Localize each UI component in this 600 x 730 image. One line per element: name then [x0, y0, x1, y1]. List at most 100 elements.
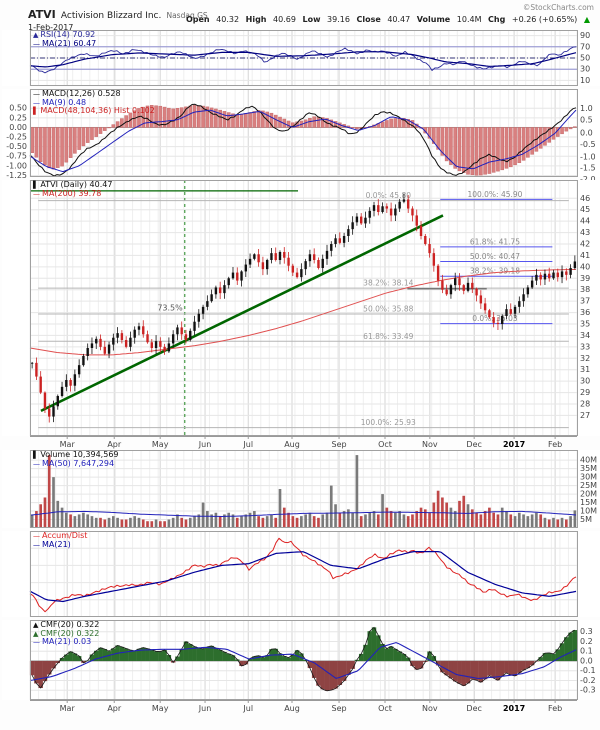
y-axis-label: 30 — [580, 65, 590, 74]
y-axis-label: 42 — [580, 240, 590, 249]
fib-label: 50.0%: 35.88 — [363, 304, 413, 313]
y-axis-label: 39 — [580, 274, 590, 283]
x-axis-months: Mar Apr May Jun Jul Aug Sep Oct Nov Dec 2017 Feb — [2, 436, 600, 450]
stockcharts-credit-link[interactable]: ©StockCharts.com — [522, 3, 594, 12]
x-axis-month-label: Nov — [422, 704, 438, 713]
x-axis-month-label: Dec — [466, 440, 481, 449]
y-axis-label: 0.25 — [9, 113, 27, 122]
x-axis-month-label: May — [152, 704, 169, 713]
x-axis-strip: Mar Apr May Jun Jul Aug Sep Oct Nov Dec 2017 Feb — [30, 436, 577, 449]
y-axis-label: -0.2 — [580, 676, 596, 685]
y-axis-label: -0.3 — [580, 686, 596, 695]
y-axis-label: 32 — [580, 354, 590, 363]
x-axis-month-label: Aug — [284, 440, 300, 449]
y-axis-label: 0.0 — [580, 129, 593, 138]
x-axis-month-label: Apr — [107, 440, 122, 449]
y-axis-label: 70 — [580, 42, 590, 51]
x-axis-month-label: Aug — [284, 704, 300, 713]
fib-label: 0.0%: 45.80 — [366, 191, 412, 200]
y-axis-label: 33 — [580, 342, 590, 351]
x-axis-month-label: Apr — [107, 704, 122, 713]
y-axis-label: 0.1 — [580, 647, 593, 656]
y-axis-label: 0.0 — [580, 656, 593, 665]
y-axis-label: 27 — [580, 411, 590, 420]
volume-value: 10.4M — [456, 15, 482, 24]
y-axis-label: -0.5 — [580, 140, 596, 149]
x-axis-month-label: Mar — [60, 440, 76, 449]
y-axis-label: 0.00 — [9, 123, 27, 132]
y-axis-label: 38 — [580, 285, 590, 294]
y-axis-label: 30 — [580, 377, 590, 386]
low-value: 39.16 — [327, 15, 350, 24]
y-axis-label: 25M — [580, 481, 597, 490]
x-axis-month-label: Nov — [422, 440, 438, 449]
x-axis-strip: Mar Apr May Jun Jul Aug Sep Oct Nov Dec 2017 Feb — [30, 700, 577, 713]
y-axis-label: 43 — [580, 228, 590, 237]
x-axis-month-label: Sep — [332, 704, 347, 713]
price-plot: 0.0%: 45.80 38.2%: 38.14 50.0%: 35.88 61.8%… — [2, 180, 600, 436]
y-axis-label: 0.2 — [580, 637, 593, 646]
chart-header: ATVI Activision Blizzard Inc. Nasdaq GS … — [2, 2, 600, 32]
y-axis-label: -0.50 — [6, 142, 27, 151]
y-axis-label: 40 — [580, 262, 590, 271]
x-axis-month-label: Feb — [548, 440, 562, 449]
fib-label: 50.0%: 40.47 — [470, 252, 520, 261]
exchange-label: Nasdaq GS — [166, 11, 208, 20]
x-axis-month-label: Mar — [60, 704, 76, 713]
y-axis-label: 10 — [580, 76, 590, 85]
y-axis-label: 10M — [580, 507, 597, 516]
x-axis-month-label: Jul — [242, 704, 253, 713]
company-name: Activision Blizzard Inc. — [60, 11, 162, 21]
y-axis-label: -1.0 — [580, 152, 596, 161]
y-axis-label: 30M — [580, 473, 597, 482]
high-value: 40.69 — [273, 15, 296, 24]
y-axis-label: 46 — [580, 194, 590, 203]
change-value: +0.26 (+0.65%) — [511, 15, 578, 24]
x-axis-month-label: Sep — [332, 440, 347, 449]
y-axis-label: 35M — [580, 464, 597, 473]
x-axis-month-label: Oct — [378, 440, 392, 449]
x-axis-month-label: Feb — [548, 704, 562, 713]
y-axis-label: 35 — [580, 320, 590, 329]
y-axis-label: 1.0 — [580, 104, 593, 113]
macd-panel: — MACD(12,26) 0.528 — MA(9) 0.48 ▌ MACD(48,… — [2, 89, 600, 184]
quote-strip: Open 40.32 High 40.69 Low 39.16 Close 40… — [185, 15, 590, 24]
rsi-plot: 90 70 50 30 10 — [2, 30, 600, 86]
price-panel: ▌ ATVI (Daily) 40.47 — MA(200) 39.78 0.0%:… — [2, 180, 600, 436]
y-axis-label: 20M — [580, 490, 597, 499]
chart-date: 1-Feb-2017 — [28, 23, 74, 32]
y-axis-label: 36 — [580, 308, 590, 317]
y-axis-label: -2.0 — [580, 175, 596, 184]
y-axis-label: 40M — [580, 456, 597, 465]
y-axis-label: 34 — [580, 331, 590, 340]
x-axis-month-label: Jun — [198, 704, 212, 713]
fib-label: 61.8%: 41.75 — [470, 237, 520, 246]
fib-label: 61.8%: 33.49 — [363, 332, 413, 341]
x-axis-months-bottom: Mar Apr May Jun Jul Aug Sep Oct Nov Dec 2017 Feb — [2, 700, 600, 714]
ticker-symbol: ATVI — [28, 8, 56, 21]
x-axis-month-label: Jul — [242, 440, 253, 449]
x-axis-month-label: Dec — [466, 704, 481, 713]
y-axis-label: 44 — [580, 217, 590, 226]
macd-plot: 1.00.50.0-0.5-1.0-1.5-2.00.500.250.00-0.… — [2, 89, 600, 184]
y-axis-label: 0.50 — [9, 104, 27, 113]
y-axis-label: 45 — [580, 205, 590, 214]
y-axis-label: 29 — [580, 388, 590, 397]
cmf-panel: ▲ CMF(20) 0.322 ▲ CMF(20) 0.322 — MA(21) 0.… — [2, 620, 600, 700]
y-axis-label: 5M — [580, 515, 592, 524]
stockchart-page: { "header": { "ticker": "ATVI", "company… — [2, 2, 600, 714]
y-axis-label: -0.25 — [6, 133, 27, 142]
y-axis-label: 41 — [580, 251, 590, 260]
chart-annotation: 73.5% — [157, 303, 183, 312]
fib-label: 38.2%: 38.14 — [363, 279, 413, 288]
change-up-arrow-icon: ▲ — [583, 15, 590, 24]
open-value: 40.32 — [216, 15, 240, 24]
fib-label: 100.0%: 25.93 — [361, 418, 416, 427]
accum-dist-plot — [2, 531, 600, 617]
x-axis-month-label: 2017 — [503, 704, 525, 713]
fib-label: 100.0%: 45.90 — [467, 190, 522, 199]
y-axis-label: 0.3 — [580, 627, 593, 636]
y-axis-label: -1.25 — [6, 171, 27, 180]
y-axis-label: 37 — [580, 297, 590, 306]
